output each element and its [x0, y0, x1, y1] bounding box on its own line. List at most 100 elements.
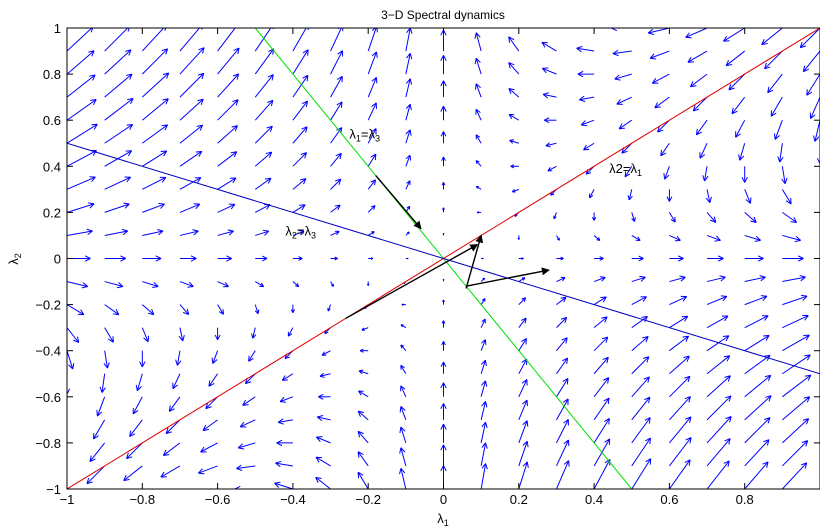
field-arrow: [480, 380, 488, 397]
field-arrow: [518, 28, 519, 29]
field-arrow: [481, 257, 484, 260]
field-arrow: [67, 74, 96, 98]
field-arrow: [254, 304, 260, 315]
field-arrow: [179, 177, 202, 190]
field-arrow: [279, 396, 294, 403]
field-arrow: [706, 416, 732, 444]
y-tick-label: 0: [54, 252, 61, 267]
field-arrow: [631, 296, 647, 306]
field-arrow: [669, 335, 690, 352]
field-arrow: [330, 75, 343, 98]
field-arrow: [142, 176, 167, 190]
x-tick-label: 0.8: [736, 492, 754, 507]
field-arrow: [631, 396, 651, 421]
field-arrow: [782, 255, 804, 262]
field-arrow: [669, 396, 691, 421]
field-arrow: [242, 396, 256, 406]
field-arrow: [86, 465, 106, 485]
field-arrow: [509, 139, 519, 144]
x-tick-label: −0.8: [129, 492, 155, 507]
field-arrow: [518, 461, 529, 489]
field-arrow: [104, 281, 124, 289]
field-arrow: [690, 73, 708, 88]
field-arrow: [631, 376, 650, 398]
field-arrow: [217, 255, 232, 262]
field-arrow: [178, 327, 185, 342]
field-arrow: [542, 92, 557, 99]
x-tick-label: 0.6: [660, 492, 678, 507]
field-arrow: [547, 165, 557, 172]
field-arrow: [290, 304, 296, 313]
field-arrow: [67, 99, 97, 121]
field-arrow: [405, 231, 410, 236]
field-arrow: [179, 281, 194, 288]
field-arrow: [141, 304, 155, 316]
field-arrow: [738, 143, 746, 161]
field-arrow: [330, 204, 341, 213]
field-arrow: [357, 451, 369, 467]
field-arrow: [761, 28, 783, 46]
field-arrow: [480, 401, 488, 420]
field-arrow: [67, 123, 98, 144]
field-arrow: [553, 212, 557, 220]
field-arrow: [142, 281, 159, 289]
field-arrow: [197, 465, 218, 475]
field-arrow: [275, 460, 293, 468]
field-arrow: [556, 235, 560, 241]
field-arrow: [706, 438, 731, 467]
field-arrow: [782, 294, 808, 306]
field-arrow: [165, 419, 181, 435]
field-arrow: [517, 235, 521, 240]
chart-title: 3−D Spectral dynamics: [381, 8, 505, 22]
field-arrow: [330, 50, 343, 75]
x-tick-label: −0.2: [355, 492, 381, 507]
y-tick-label: −0.2: [35, 298, 61, 313]
field-arrow: [442, 207, 445, 213]
field-arrow: [556, 316, 568, 329]
field-arrow: [67, 150, 97, 167]
field-arrow: [799, 28, 820, 49]
field-arrow: [556, 378, 569, 398]
field-arrow: [142, 202, 165, 213]
field-arrow: [217, 203, 236, 213]
field-arrow: [618, 119, 633, 130]
field-arrow: [508, 62, 520, 75]
field-arrow: [541, 67, 557, 75]
field-arrow: [248, 350, 256, 362]
annotation-l2-eq-l3: λ2=λ3: [285, 223, 316, 240]
field-arrow: [217, 151, 238, 167]
field-arrow: [367, 179, 376, 190]
field-arrow: [541, 41, 557, 52]
field-arrow: [292, 256, 303, 261]
field-arrow: [631, 458, 652, 489]
field-arrow: [405, 28, 413, 52]
field-arrow: [405, 53, 413, 75]
field-arrow: [367, 51, 378, 75]
field-arrow: [593, 336, 609, 352]
field-arrow: [366, 281, 370, 286]
field-arrow: [287, 327, 294, 337]
y-tick-label: −0.4: [35, 344, 61, 359]
field-arrow: [475, 108, 482, 121]
field-arrow: [544, 117, 557, 124]
field-arrow: [367, 28, 378, 52]
x-tick-label: 0.4: [585, 492, 603, 507]
field-arrow: [172, 373, 181, 390]
field-arrow: [179, 124, 204, 144]
field-arrow: [254, 74, 274, 98]
field-arrow: [631, 235, 641, 241]
field-arrow: [104, 304, 120, 316]
field-arrow: [162, 442, 181, 457]
field-arrow: [744, 334, 770, 352]
field-arrow: [744, 395, 772, 421]
field-arrow: [556, 419, 569, 444]
eigen-line: [67, 142, 820, 375]
y-tick-label: 0.6: [43, 113, 61, 128]
field-arrow: [254, 151, 273, 167]
field-arrow: [104, 98, 134, 121]
field-arrow: [217, 281, 229, 288]
field-arrow: [668, 212, 676, 223]
field-arrow: [510, 164, 519, 169]
field-arrow: [651, 73, 670, 84]
field-arrow: [744, 315, 769, 329]
